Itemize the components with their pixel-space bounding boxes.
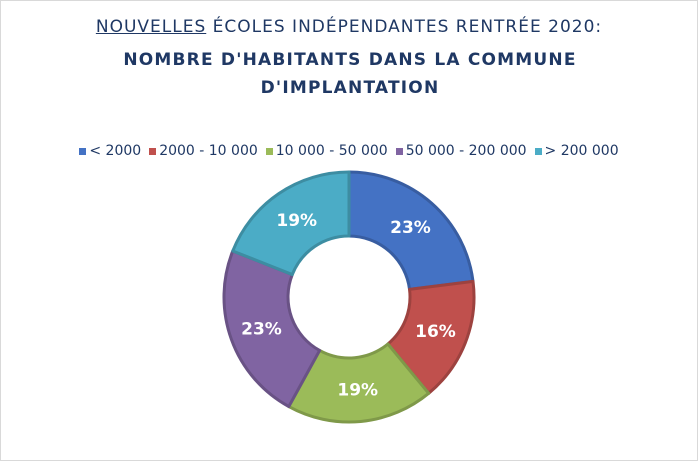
legend-label: > 200 000 [544, 143, 619, 159]
legend-swatch [395, 147, 403, 155]
legend-item: 50 000 - 200 000 [395, 143, 527, 159]
legend-label: 2000 - 10 000 [159, 143, 258, 159]
legend-item: 2000 - 10 000 [149, 143, 258, 159]
legend-item: 10 000 - 50 000 [265, 143, 388, 159]
donut-slice [231, 170, 351, 277]
chart-title-rest: ÉCOLES INDÉPENDANTES RENTRÉE 2020: [206, 17, 603, 37]
donut-slice [222, 249, 322, 409]
chart-title-line2: NOMBRE D'HABITANTS DANS LA COMMUNE D'IMP… [123, 50, 577, 98]
slice-data-label: 19% [276, 211, 317, 231]
slice-data-label: 19% [337, 381, 378, 401]
legend-label: < 2000 [89, 143, 142, 159]
slice-data-label: 16% [415, 322, 456, 342]
chart-title-line1: NOUVELLES ÉCOLES INDÉPENDANTES RENTRÉE 2… [1, 17, 697, 37]
legend-swatch [149, 147, 157, 155]
slice-data-label: 23% [390, 218, 431, 238]
legend-item: < 2000 [79, 143, 141, 159]
slice-data-label: 23% [241, 320, 282, 340]
legend-swatch [79, 147, 87, 155]
donut-slice [347, 170, 475, 291]
legend-item: > 200 000 [534, 143, 619, 159]
chart-title-prefix: NOUVELLES [95, 17, 207, 37]
legend-label: 10 000 - 50 000 [275, 143, 388, 159]
legend-swatch [534, 147, 542, 155]
legend-swatch [265, 147, 273, 155]
donut-slice [287, 342, 431, 424]
legend-label: 50 000 - 200 000 [405, 143, 527, 159]
chart-legend: < 2000 2000 - 10 000 10 000 - 50 000 50 … [1, 143, 697, 159]
